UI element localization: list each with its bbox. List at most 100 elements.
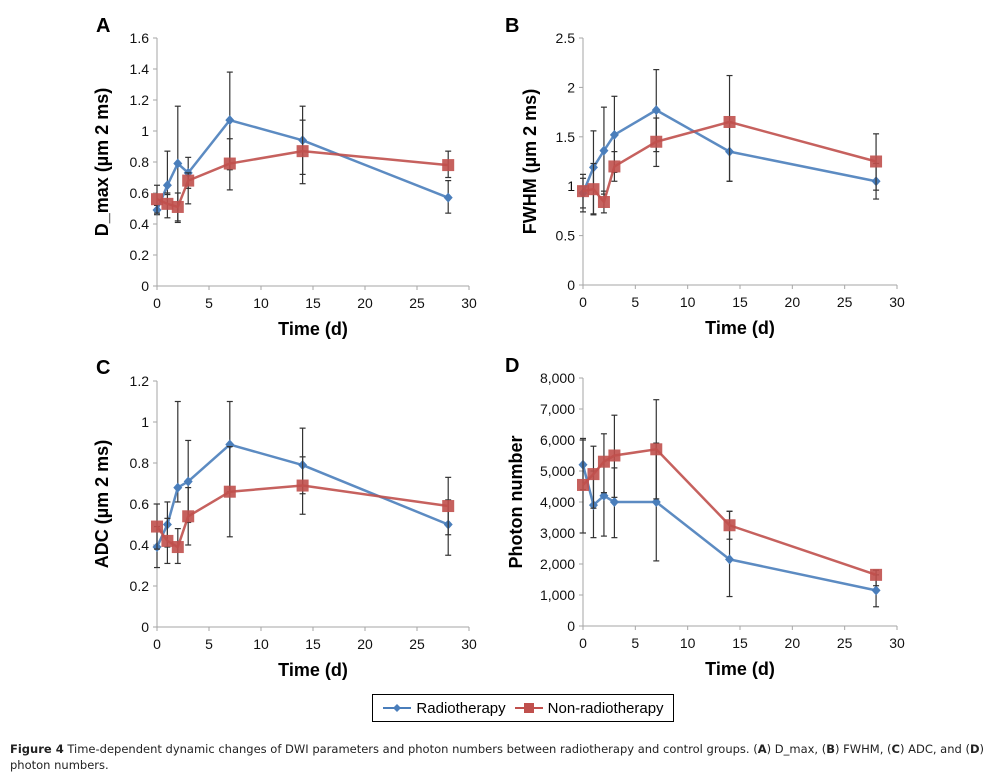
data-point-square — [723, 115, 736, 128]
y-tick-label: 8,000 — [540, 370, 575, 386]
panel-letter: B — [505, 15, 519, 37]
x-tick-label: 25 — [837, 294, 853, 310]
data-point-square — [223, 157, 236, 170]
y-tick-label: 0.4 — [130, 216, 150, 232]
data-point-square — [296, 479, 309, 492]
data-point-square — [296, 145, 309, 158]
y-tick-label: 6,000 — [540, 432, 575, 448]
y-tick-label: 2.5 — [556, 30, 576, 46]
data-point-square — [650, 135, 663, 148]
x-tick-label: 15 — [305, 295, 321, 311]
caption-text: ) FWHM, ( — [835, 742, 892, 756]
y-tick-label: 1 — [567, 178, 575, 194]
y-tick-label: 1.5 — [556, 129, 576, 145]
x-tick-label: 25 — [837, 635, 853, 651]
data-point-square — [587, 468, 600, 481]
y-tick-label: 0.8 — [130, 455, 150, 471]
legend-item-radiotherapy: Radiotherapy — [382, 699, 506, 717]
data-point-square — [870, 568, 883, 581]
panel-letter: C — [96, 357, 110, 379]
y-tick-label: 1 — [141, 123, 149, 139]
y-tick-label: 1 — [141, 414, 149, 430]
x-tick-label: 0 — [579, 294, 587, 310]
y-tick-label: 0 — [141, 619, 149, 635]
x-axis-title: Time (d) — [278, 319, 348, 339]
y-tick-label: 0 — [567, 277, 575, 293]
x-tick-label: 0 — [579, 635, 587, 651]
data-point-square — [870, 155, 883, 168]
data-point-square — [223, 485, 236, 498]
x-tick-label: 20 — [785, 635, 801, 651]
y-tick-label: 1.2 — [130, 92, 150, 108]
x-tick-label: 15 — [732, 635, 748, 651]
y-tick-label: 1.4 — [130, 61, 150, 77]
legend-item-non-radiotherapy: Non-radiotherapy — [514, 700, 664, 717]
data-point-square — [587, 183, 600, 196]
panel-c: C 0 0.2 0.4 0.6 0.8 1 1.2 0 5 10 15 20 25 30 Time (d) AD… — [92, 357, 477, 680]
x-tick-label: 15 — [305, 636, 321, 652]
figure-caption: Figure 4 Time-dependent dynamic changes … — [10, 741, 995, 773]
data-point-square — [608, 160, 621, 173]
data-point-square — [161, 197, 174, 210]
data-point-square — [577, 185, 589, 198]
caption-ref-d: D — [969, 742, 980, 756]
panel-a: A 0 0.2 0.4 0.6 0.8 1 1.2 1.4 1.6 0 5 10 15 20 25 30 Time… — [92, 15, 477, 339]
data-point-diamond — [443, 192, 453, 203]
panel-d: D 0 1,000 2,000 3,000 4,000 5,000 6,000 7,000 8,0… — [505, 355, 905, 679]
y-tick-label: 0.4 — [130, 537, 150, 553]
data-point-square — [151, 520, 163, 533]
caption-ref-a: A — [757, 742, 767, 756]
y-tick-label: 0.5 — [556, 228, 576, 244]
caption-text: ) ADC, and ( — [899, 742, 970, 756]
x-tick-label: 15 — [732, 294, 748, 310]
y-tick-label: 2,000 — [540, 556, 575, 572]
x-tick-label: 0 — [153, 295, 161, 311]
data-point-square — [151, 193, 163, 206]
x-tick-label: 5 — [631, 635, 639, 651]
data-point-square — [171, 541, 184, 554]
y-tick-label: 3,000 — [540, 525, 575, 541]
y-tick-label: 2 — [567, 79, 575, 95]
caption-ref-b: B — [826, 742, 835, 756]
y-tick-label: 0.2 — [130, 247, 150, 263]
x-axis-title: Time (d) — [278, 660, 348, 680]
figure-panels: A00.20.40.60.811.21.41.60 5 10 15 20 25 30Time… — [92, 15, 905, 680]
data-point-diamond — [183, 476, 193, 487]
series-non-radiotherapy — [577, 399, 883, 587]
data-point-square — [577, 478, 589, 491]
x-tick-label: 25 — [409, 295, 425, 311]
panel-b: B 0 0.5 1 1.5 2 2.5 0 5 10 15 20 25 30 Time (d) FWHM (µ… — [505, 15, 905, 338]
data-point-square — [182, 510, 195, 523]
panel-letter: A — [96, 15, 110, 37]
data-point-diamond — [725, 554, 735, 565]
data-point-diamond — [651, 105, 661, 116]
x-tick-label: 25 — [409, 636, 425, 652]
data-point-square — [182, 174, 195, 187]
panel-letter: D — [505, 355, 519, 377]
y-tick-label: 1.2 — [130, 373, 150, 389]
y-tick-label: 0 — [567, 618, 575, 634]
legend-label-radiotherapy: Radiotherapy — [416, 699, 506, 717]
x-tick-label: 5 — [205, 295, 213, 311]
y-axis-title: ADC (µm 2 ms) — [92, 440, 112, 568]
x-tick-label: 30 — [889, 294, 905, 310]
caption-ref-c: C — [891, 742, 900, 756]
series-non-radiotherapy — [577, 74, 883, 216]
y-tick-label: 0.8 — [130, 154, 150, 170]
caption-label: Figure 4 — [10, 742, 64, 756]
y-axis-title: FWHM (µm 2 ms) — [520, 89, 540, 234]
x-tick-label: 0 — [153, 636, 161, 652]
data-point-diamond — [609, 129, 619, 140]
caption-text: ) photon numbers. — [10, 742, 984, 772]
data-point-diamond — [162, 180, 172, 191]
x-tick-label: 5 — [631, 294, 639, 310]
x-tick-label: 5 — [205, 636, 213, 652]
data-point-square — [171, 200, 184, 213]
x-tick-label: 30 — [889, 635, 905, 651]
y-tick-label: 0.6 — [130, 185, 150, 201]
x-axis-title: Time (d) — [705, 318, 775, 338]
data-point-diamond — [225, 115, 235, 126]
y-tick-label: 0.6 — [130, 496, 150, 512]
y-tick-label: 4,000 — [540, 494, 575, 510]
data-point-square — [723, 519, 736, 532]
